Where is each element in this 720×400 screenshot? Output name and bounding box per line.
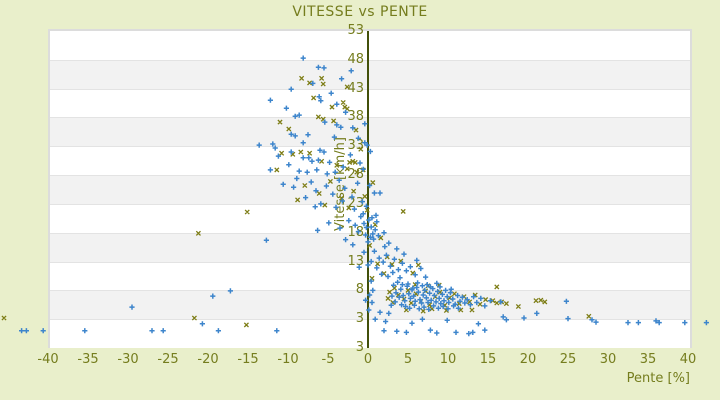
x-tick-label: 0 [363, 352, 373, 367]
y-tick-label: 3 [355, 340, 364, 355]
zero-axis-line [367, 31, 369, 348]
x-tick-label: -30 [117, 352, 139, 367]
y-tick-label: 18 [347, 224, 364, 240]
grid-band [50, 146, 690, 176]
grid-band [50, 59, 690, 89]
grid-band [50, 175, 690, 204]
y-tick-label: 3 [355, 311, 364, 327]
y-tick-label: 48 [347, 51, 364, 67]
x-tick-label: 25 [559, 352, 577, 367]
x-tick-label: -10 [277, 352, 299, 367]
x-tick-label: 20 [519, 352, 537, 367]
x-tick-label: -15 [237, 352, 259, 367]
y-tick-label: 28 [347, 167, 364, 183]
plot-area [48, 29, 692, 348]
grid-band [50, 290, 690, 320]
y-tick-label: 38 [347, 109, 364, 125]
chart-title: VITESSE vs PENTE [292, 4, 428, 20]
x-tick-label: 35 [639, 352, 657, 367]
x-tick-label: 30 [599, 352, 617, 367]
x-tick-label: -40 [37, 352, 59, 367]
x-tick-label: -20 [197, 352, 219, 367]
x-axis-title: Pente [%] [626, 371, 690, 386]
grid-band [50, 117, 690, 147]
x-tick-label: -25 [157, 352, 179, 367]
grid-band [50, 31, 690, 60]
x-tick-label: 5 [403, 352, 413, 367]
y-tick-label: 43 [347, 80, 364, 96]
grid-band [50, 88, 690, 118]
grid-band [50, 261, 690, 291]
y-tick-label: 53 [347, 23, 364, 38]
y-tick-label: 23 [347, 195, 364, 211]
y-tick-label: 8 [355, 282, 364, 298]
y-tick-label: 33 [347, 138, 364, 154]
x-tick-label: 40 [679, 352, 697, 367]
x-tick-label: 10 [439, 352, 457, 367]
x-tick-label: -35 [77, 352, 99, 367]
grid-band [50, 203, 690, 233]
grid-band [50, 319, 690, 348]
x-tick-label: 15 [479, 352, 497, 367]
y-tick-label: 13 [347, 253, 364, 269]
x-tick-label: -5 [321, 352, 335, 367]
grid-band [50, 232, 690, 262]
